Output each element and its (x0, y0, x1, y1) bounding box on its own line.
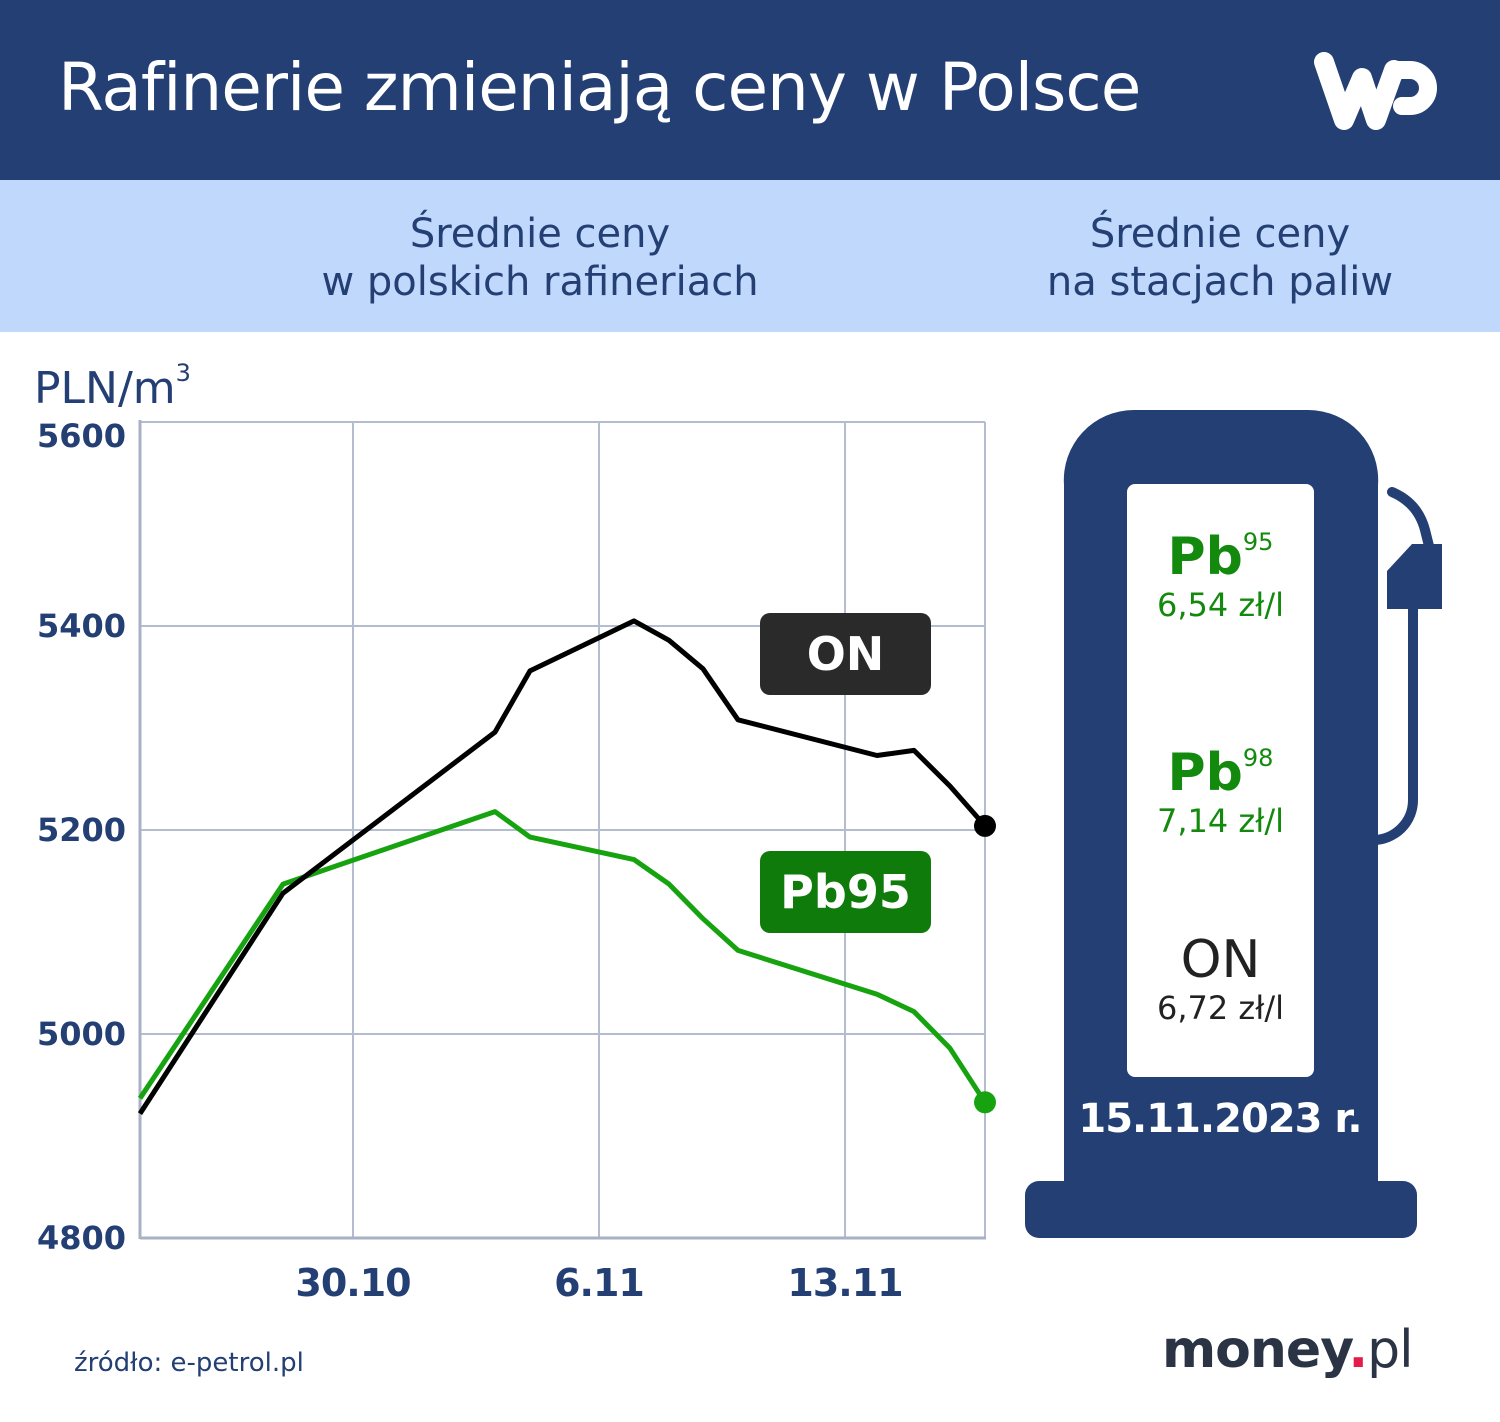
header-bar: Rafinerie zmieniają ceny w Polsce (0, 0, 1500, 180)
price-date: 15.11.2023 r. (1078, 1096, 1362, 1142)
fuel-pb98-name: Pb98 (1167, 743, 1274, 803)
x-tick-30-10: 30.10 (295, 1261, 411, 1305)
source-note: źródło: e-petrol.pl (74, 1348, 304, 1378)
x-tick-13-11: 13.11 (787, 1261, 903, 1305)
y-tick-4800: 4800 (36, 1219, 126, 1257)
y-tick-5000: 5000 (36, 1015, 126, 1053)
fuel-pb95-price: 6,54 zł/l (1157, 586, 1284, 624)
y-tick-5400: 5400 (36, 607, 126, 645)
pb95-series-label: Pb95 (760, 851, 931, 933)
x-tick-6-11: 6.11 (554, 1261, 645, 1305)
on-line (137, 618, 987, 1115)
axes (138, 420, 986, 1240)
station-subtitle-line2: na stacjach paliw (1046, 259, 1394, 305)
refinery-subtitle: Średnie ceny w polskich rafineriach (270, 210, 810, 306)
fuel-on-price: 6,72 zł/l (1157, 989, 1284, 1027)
station-subtitle: Średnie ceny na stacjach paliw (1010, 210, 1430, 306)
on-series-label: ON (760, 613, 931, 695)
y-axis-unit: PLN/m3 (34, 359, 191, 414)
refinery-subtitle-line2: w polskich rafineriach (321, 259, 759, 305)
page-title: Rafinerie zmieniają ceny w Polsce (58, 49, 1141, 126)
pb95-end-marker (974, 1091, 996, 1114)
money-pl-logo: money.pl (1162, 1320, 1414, 1380)
wp-logo-icon (1314, 52, 1437, 130)
fuel-pb95: Pb95 6,54 zł/l (1127, 514, 1314, 625)
on-end-marker (974, 814, 996, 837)
fuel-pb95-name: Pb95 (1167, 527, 1274, 587)
fuel-on-name: ON (1180, 930, 1261, 990)
refinery-subtitle-line1: Średnie ceny (409, 211, 671, 257)
line-chart (137, 420, 996, 1240)
y-tick-5200: 5200 (36, 811, 126, 849)
pb95-line (137, 809, 988, 1104)
fuel-on: ON 6,72 zł/l (1127, 932, 1314, 1028)
fuel-pb98: Pb98 7,14 zł/l (1127, 730, 1314, 841)
station-subtitle-line1: Średnie ceny (1089, 211, 1351, 257)
y-tick-5600: 5600 (36, 417, 126, 455)
fuel-pb98-price: 7,14 zł/l (1157, 802, 1284, 840)
pump-price-display: Pb95 6,54 zł/l Pb98 7,14 zł/l ON 6,72 zł… (1127, 484, 1314, 1077)
gridlines (140, 421, 986, 1238)
subtitle-band: Średnie ceny w polskich rafineriach Śred… (0, 180, 1500, 332)
